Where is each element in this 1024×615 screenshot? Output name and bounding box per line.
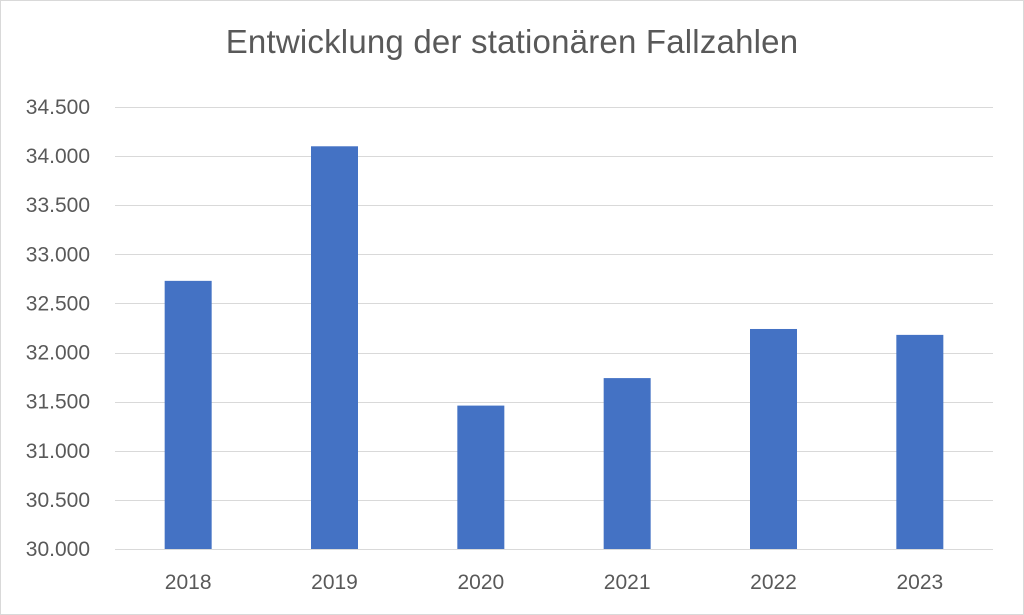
x-tick-label: 2021 [604, 571, 651, 594]
bar-2023 [896, 334, 944, 549]
bar-2021 [603, 378, 651, 549]
y-tick-label: 34.500 [26, 96, 90, 119]
bars [164, 146, 944, 550]
chart-title: Entwicklung der stationären Fallzahlen [225, 23, 799, 60]
bar-2018 [164, 280, 212, 549]
y-tick-label: 32.000 [26, 342, 90, 365]
y-tick-label: 30.000 [26, 538, 90, 561]
bar-2020 [457, 405, 505, 549]
y-tick-label: 31.000 [26, 440, 90, 463]
y-axis-ticks: 30.000 30.500 31.000 31.500 32.000 32.500 33.0… [26, 96, 90, 561]
y-tick-label: 30.500 [26, 489, 90, 512]
x-axis-ticks: 2018 2019 2020 2021 2022 2023 [165, 571, 943, 594]
gridlines [115, 107, 993, 550]
x-tick-label: 2020 [457, 571, 504, 594]
y-tick-label: 33.500 [26, 194, 90, 217]
x-tick-label: 2018 [165, 571, 212, 594]
y-tick-label: 32.500 [26, 292, 90, 315]
bar-2022 [750, 328, 797, 549]
y-tick-label: 31.500 [26, 391, 90, 414]
y-tick-label: 34.000 [26, 145, 90, 168]
y-tick-label: 33.000 [26, 243, 90, 266]
x-tick-label: 2022 [750, 571, 797, 594]
x-tick-label: 2019 [311, 571, 358, 594]
x-tick-label: 2023 [896, 571, 943, 594]
bar-2019 [311, 146, 358, 550]
